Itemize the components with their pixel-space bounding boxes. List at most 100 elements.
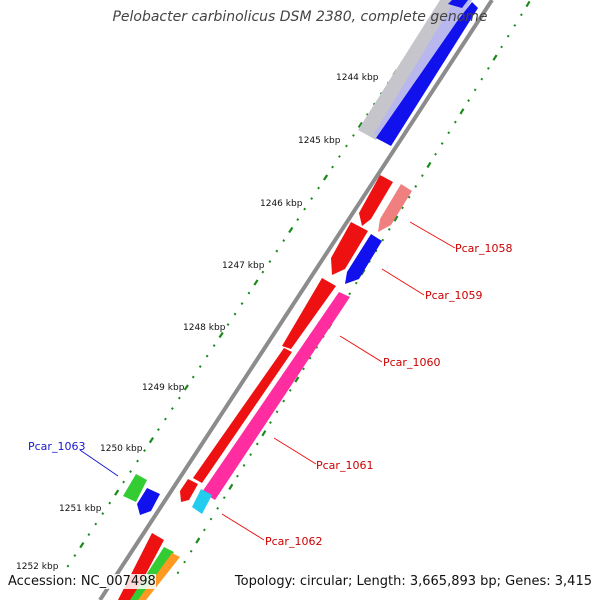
gene-feature-red-1060 [282,278,336,349]
gene-feature-red-1062 [180,479,198,502]
ring-tick [261,430,267,437]
tick-label: 1245 kbp [298,136,341,146]
ring-tick [261,270,265,274]
connector-1063 [79,449,119,477]
ring-tick [183,384,189,391]
tick-label: 1246 kbp [260,199,303,209]
tick-label: 1248 kbp [183,323,226,333]
ring-tick [170,407,174,410]
tick-label: 1251 kbp [59,504,102,514]
ring-tick [240,302,244,305]
ring-tick [288,226,294,234]
ring-tick [513,24,517,27]
ring-tick [189,549,193,553]
ring-tick [315,345,319,349]
ring-tick [177,396,181,400]
ring-tick [247,291,251,295]
ring-tick [275,249,279,253]
backbone-line [98,0,494,600]
ring-tick [282,399,286,403]
ring-tick [374,249,378,253]
gene-feature-pink-1060 [202,292,350,500]
ring-tick [203,528,206,532]
ring-tick [164,417,167,421]
ring-tick [352,134,355,137]
ring-tick [255,442,259,446]
gene-label-pcar-1061[interactable]: Pcar_1061 [316,459,373,472]
ring-tick [506,34,510,38]
ring-tick [73,554,77,557]
gene-label-pcar-1062[interactable]: Pcar_1062 [265,535,322,548]
gene-feature-red-1058 [359,175,393,226]
connector-1061 [273,437,317,465]
gene-feature-blue-1063 [137,488,160,515]
gene-label-pcar-1063[interactable]: Pcar_1063 [28,440,85,453]
label-connectors [79,221,456,541]
tick-label: 1249 kbp [142,383,185,393]
ring-tick [357,121,363,129]
ring-tick [233,312,237,316]
gene-labels: Pcar_1058 Pcar_1059 Pcar_1060 Pcar_1061 … [28,242,512,548]
ring-tick [487,66,490,70]
connector-1058 [409,221,456,249]
ring-tick [354,281,358,285]
ring-tick [308,356,312,360]
ring-tick [345,144,348,148]
ring-tick [331,165,334,169]
ring-tick [348,292,352,296]
ring-tick [467,99,470,102]
gene-feature-blue-top [376,2,478,146]
tick-label: 1244 kbp [336,73,379,83]
ring-tick [288,388,292,392]
ring-tick [302,367,305,371]
ring-tick [212,344,216,347]
ring-tick [414,185,418,188]
gene-feature-salmon-1058 [378,184,412,232]
ring-tick [205,354,209,358]
ring-tick [129,470,132,473]
ring-tick [136,459,139,463]
ring-tick [66,564,70,568]
ring-tick [282,239,286,242]
ring-tick [520,13,523,17]
ring-tick [79,541,85,549]
ring-tick [473,88,477,92]
ring-tick [322,174,329,181]
ring-tick [218,331,224,339]
ring-tick [242,464,246,467]
ring-tick [500,45,503,49]
ring-tick [228,483,234,490]
page-title: Pelobacter carbinolicus DSM 2380, comple… [112,9,488,25]
ring-tick [303,207,307,211]
accession-text: Accession: NC_007498 [8,574,156,589]
ring-tick [216,506,220,510]
ring-tick [407,195,411,199]
ring-tick [365,113,369,116]
connector-1060 [339,335,383,363]
ring-tick [338,155,341,158]
ring-tick [94,522,98,526]
connector-1059 [381,268,425,296]
ring-tick [114,489,120,496]
ring-tick [101,512,105,515]
ring-tick [420,174,424,178]
gene-label-pcar-1059[interactable]: Pcar_1059 [425,289,482,302]
gene-feature-red-1061 [193,348,292,483]
gene-label-pcar-1060[interactable]: Pcar_1060 [383,356,440,369]
ring-tick [447,131,451,135]
ring-tick [108,501,112,505]
connector-1062 [221,513,265,541]
tick-labels: 1244 kbp 1245 kbp 1246 kbp 1247 kbp 1248… [16,73,379,572]
ring-tick [195,537,201,544]
gene-feature-red-1059 [331,222,368,275]
gene-feature-green-1063 [123,474,147,502]
ring-tick [253,279,259,286]
ring-tick [143,449,146,452]
ring-tick [191,375,195,379]
ring-tick [387,227,391,231]
ring-tick [198,365,202,368]
gene-label-pcar-1058[interactable]: Pcar_1058 [455,242,512,255]
ring-tick [453,120,457,124]
ring-tick [434,152,437,156]
